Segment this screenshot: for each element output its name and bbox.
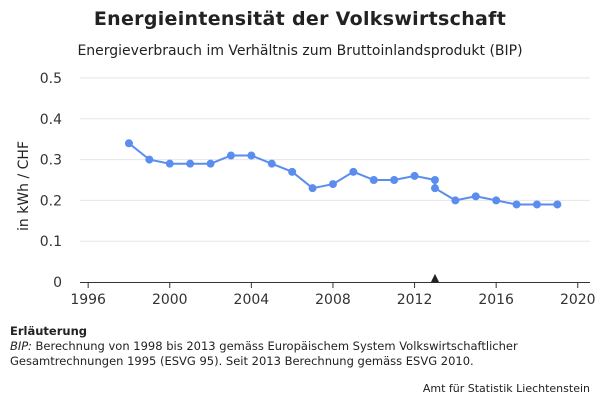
x-tick-label: 2020 (560, 292, 596, 308)
data-point (267, 159, 276, 168)
data-point (532, 200, 541, 209)
notes-body: BIP: Berechnung von 1998 bis 2013 gemäss… (10, 339, 590, 369)
data-point (226, 151, 235, 160)
y-tick-label: 0.4 (40, 112, 62, 128)
notes-text: Berechnung von 1998 bis 2013 gemäss Euro… (10, 339, 518, 368)
data-point (430, 184, 439, 193)
data-point (288, 167, 297, 176)
data-point (451, 196, 460, 205)
x-tick-label: 1996 (70, 292, 106, 308)
data-point (124, 139, 133, 148)
data-point (349, 167, 358, 176)
data-point (145, 155, 154, 164)
y-tick-label: 0.5 (40, 71, 62, 87)
data-point (165, 159, 174, 168)
data-point (410, 171, 419, 180)
data-point (206, 159, 215, 168)
y-tick-label: 0.2 (40, 193, 62, 209)
break-marker-icon: ▲ (431, 271, 440, 284)
data-point (471, 192, 480, 201)
data-point (553, 200, 562, 209)
data-point (512, 200, 521, 209)
data-point (308, 184, 317, 193)
y-tick-label: 0.3 (40, 153, 62, 169)
x-tick-label: 2000 (152, 292, 188, 308)
data-point (492, 196, 501, 205)
y-tick-label: 0.1 (40, 234, 62, 250)
x-tick-label: 2008 (315, 292, 351, 308)
data-point (390, 176, 399, 184)
notes: Erläuterung BIP: Berechnung von 1998 bis… (10, 324, 590, 369)
data-point (247, 151, 256, 160)
source-credit: Amt für Statistik Liechtenstein (422, 382, 590, 395)
series-line (128, 142, 558, 206)
data-point (430, 176, 439, 184)
x-tick-label: 2012 (397, 292, 433, 308)
data-point (328, 180, 337, 189)
chart-subtitle: Energieverbrauch im Verhältnis zum Brutt… (77, 43, 523, 59)
x-tick-label: 2004 (234, 292, 270, 308)
notes-heading: Erläuterung (10, 324, 87, 338)
y-tick-label: 0 (53, 275, 62, 291)
data-point (186, 159, 195, 168)
x-tick-label: 2016 (478, 292, 514, 308)
data-point (369, 176, 378, 184)
chart-title: Energieintensität der Volkswirtschaft (93, 8, 507, 30)
notes-label: BIP: (10, 339, 32, 353)
